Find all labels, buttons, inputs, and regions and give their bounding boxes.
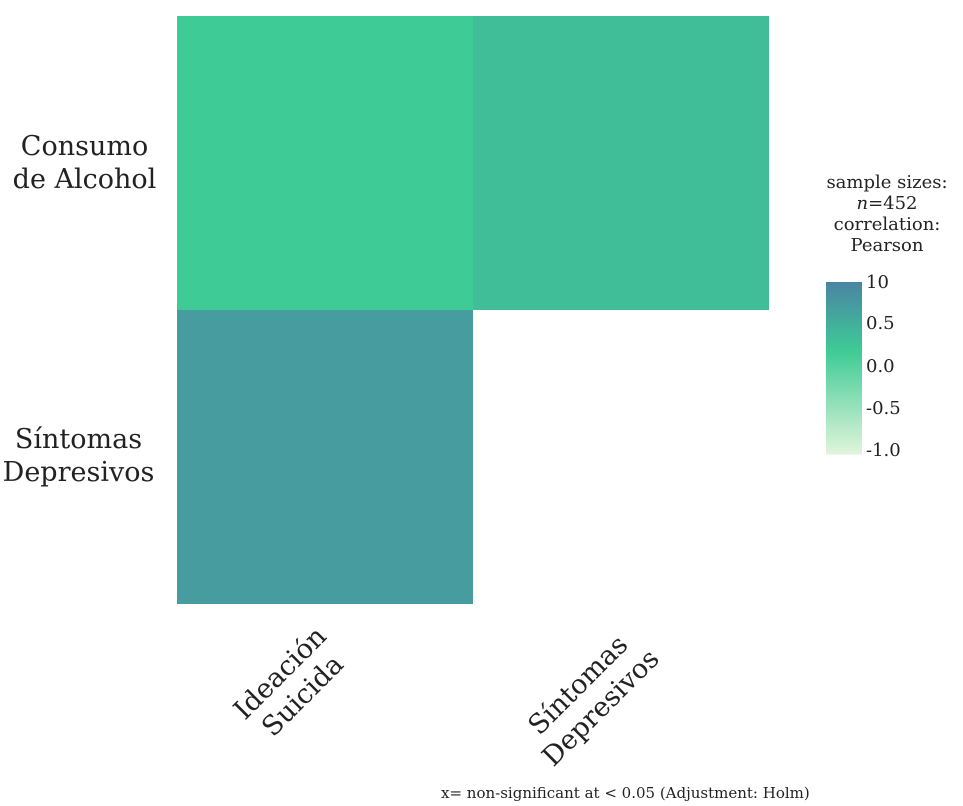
legend-color-step xyxy=(826,388,862,392)
legend-color-step xyxy=(826,339,862,343)
heatmap-cell xyxy=(177,310,473,604)
footnote: x= non-significant at < 0.05 (Adjustment… xyxy=(441,784,810,802)
legend-color-step xyxy=(826,451,862,455)
legend-color-step xyxy=(826,345,862,349)
legend-color-step xyxy=(826,382,862,386)
n-symbol: n xyxy=(856,193,869,214)
row-label-line: de Alcohol xyxy=(12,164,157,195)
legend-color-step xyxy=(826,302,862,306)
legend-color-step xyxy=(826,296,862,300)
legend-color-step xyxy=(826,428,862,432)
legend-color-step xyxy=(826,356,862,360)
legend-color-step xyxy=(826,376,862,381)
legend-color-step xyxy=(826,293,862,297)
legend-color-step xyxy=(826,299,862,303)
legend-tick-label: -0.5 xyxy=(866,398,901,419)
legend-color-step xyxy=(826,408,862,412)
legend-color-step xyxy=(826,445,862,449)
legend-color-step xyxy=(826,304,862,309)
legend-color-step xyxy=(826,282,862,286)
legend-color-step xyxy=(826,422,862,426)
legend-color-step xyxy=(826,333,862,338)
row-label-line: Depresivos xyxy=(2,457,155,488)
heatmap-cell xyxy=(473,16,769,310)
legend-color-step xyxy=(826,405,862,409)
legend-color-step xyxy=(826,370,862,375)
sample-sizes-label: sample sizes: xyxy=(826,172,948,193)
legend-color-step xyxy=(826,431,862,435)
legend-color-step xyxy=(826,425,862,429)
row-label-line: Consumo xyxy=(20,131,149,162)
legend-color-step xyxy=(826,290,862,295)
legend-color-step xyxy=(826,347,862,352)
legend-color-step xyxy=(826,342,862,346)
legend-tick-label: -1.0 xyxy=(866,440,901,461)
heatmap-cell xyxy=(177,16,473,310)
n-value: =452 xyxy=(868,193,918,214)
legend-tick-label: 0.5 xyxy=(866,313,895,334)
legend-color-step xyxy=(826,350,862,355)
legend-color-step xyxy=(826,433,862,438)
row-label-sintomas-depresivos: Síntomas Depresivos xyxy=(0,423,161,489)
sample-size-value: n=452 xyxy=(812,193,962,214)
legend-color-step xyxy=(826,325,862,329)
legend-color-step xyxy=(826,399,862,403)
legend-color-step xyxy=(826,353,862,358)
legend-color-step xyxy=(826,416,862,421)
legend-color-step xyxy=(826,316,862,320)
legend-color-step xyxy=(826,442,862,446)
legend-color-step xyxy=(826,307,862,312)
legend-color-step xyxy=(826,287,862,292)
legend-color-step xyxy=(826,362,862,366)
legend-tick-label: 0.0 xyxy=(866,356,895,377)
legend-color-step xyxy=(826,284,862,289)
legend-title: sample sizes: n=452 correlation: Pearson xyxy=(812,172,962,256)
row-label-line: Síntomas xyxy=(14,424,143,455)
legend-color-step xyxy=(826,359,862,363)
legend-color-step xyxy=(826,390,862,395)
legend-color-step xyxy=(826,448,862,452)
legend-color-step xyxy=(826,310,862,315)
legend-color-step xyxy=(826,365,862,369)
legend-color-step xyxy=(826,439,862,444)
row-label-consumo-de-alcohol: Consumo de Alcohol xyxy=(2,130,167,196)
legend-color-step xyxy=(826,327,862,332)
legend-color-step xyxy=(826,336,862,340)
correlation-label: correlation: xyxy=(833,214,941,235)
legend-color-step xyxy=(826,313,862,317)
legend-color-step xyxy=(826,373,862,378)
legend-color-step xyxy=(826,379,862,383)
legend-color-step xyxy=(826,413,862,418)
legend-color-step xyxy=(826,436,862,441)
legend-color-step xyxy=(826,419,862,424)
legend-tick-label: 10 xyxy=(866,272,889,293)
legend-color-step xyxy=(826,402,862,406)
legend-color-step xyxy=(826,330,862,335)
legend-color-step xyxy=(826,385,862,389)
legend-color-step xyxy=(826,368,862,372)
legend-color-step xyxy=(826,322,862,326)
legend-color-step xyxy=(826,319,862,323)
correlation-method: Pearson xyxy=(850,235,924,256)
legend-color-step xyxy=(826,393,862,398)
legend-color-step xyxy=(826,411,862,415)
legend-color-step xyxy=(826,396,862,401)
